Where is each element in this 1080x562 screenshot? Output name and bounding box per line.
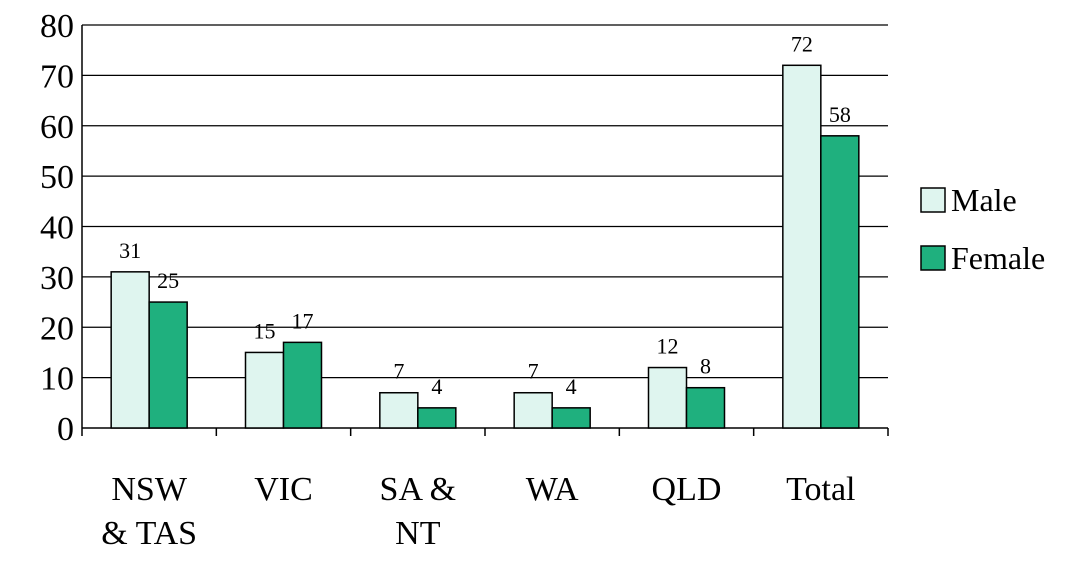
bar-female-5 xyxy=(820,135,860,429)
bars xyxy=(110,64,860,429)
y-tick-label-70: 70 xyxy=(40,58,74,95)
x-tick-label-line: & TAS xyxy=(101,515,197,552)
y-tick-label-0: 0 xyxy=(57,411,74,448)
y-tick-label-80: 80 xyxy=(40,8,74,45)
x-tick-label-line: SA & xyxy=(380,471,457,508)
data-label-male-1: 15 xyxy=(254,318,276,343)
x-tick-label-line: Total xyxy=(786,471,855,508)
x-tick-label-line: WA xyxy=(526,471,579,508)
legend-label-female: Female xyxy=(951,240,1045,276)
y-tick-label-20: 20 xyxy=(40,310,74,347)
axes: 0 10 20 30 40 50 60 70 80 NSW & TAS VIC SA & NT WA QLD T… xyxy=(40,8,889,552)
gridlines xyxy=(82,24,888,379)
data-label-female-1: 17 xyxy=(292,308,314,333)
data-label-male-3: 7 xyxy=(528,359,539,384)
data-label-male-0: 31 xyxy=(119,238,141,263)
y-tick-label-60: 60 xyxy=(40,109,74,146)
bar-female-2 xyxy=(417,407,457,429)
bar-male-3 xyxy=(513,391,553,429)
bar-female-0 xyxy=(148,301,188,429)
bar-female-1 xyxy=(282,341,323,429)
y-tick-label-30: 30 xyxy=(40,260,74,297)
x-tick-label-2: SA & NT xyxy=(380,471,457,552)
bar-female-4 xyxy=(685,386,726,429)
y-tick-label-10: 10 xyxy=(40,361,74,398)
bar-male-5 xyxy=(782,64,822,429)
data-label-female-3: 4 xyxy=(566,374,577,399)
y-tick-label-50: 50 xyxy=(40,159,74,196)
x-tick-label-line: NT xyxy=(395,515,441,552)
x-tick-label-0: NSW & TAS xyxy=(101,471,197,552)
bar-male-0 xyxy=(110,271,150,429)
x-tick-label-1: VIC xyxy=(254,471,313,508)
x-tick-label-line: QLD xyxy=(652,471,722,508)
x-tick-label-line: VIC xyxy=(254,471,313,508)
bar-male-2 xyxy=(379,391,419,429)
legend-swatch-female xyxy=(920,245,946,271)
data-label-male-2: 7 xyxy=(393,359,404,384)
bar-male-1 xyxy=(244,351,285,429)
x-tick-label-5: Total xyxy=(786,471,855,508)
legend-swatch-male xyxy=(920,187,946,213)
data-label-female-4: 8 xyxy=(700,354,711,379)
data-labels: 31 25 15 17 7 4 7 4 12 8 72 58 xyxy=(119,31,851,399)
x-tick-label-3: WA xyxy=(526,471,579,508)
x-tick-label-4: QLD xyxy=(652,471,722,508)
x-tick-label-line: NSW xyxy=(111,471,187,508)
legend-label-male: Male xyxy=(951,182,1017,218)
data-label-male-4: 12 xyxy=(657,334,679,359)
bar-male-4 xyxy=(647,366,688,429)
bar-female-3 xyxy=(551,407,591,429)
legend: Male Female xyxy=(920,182,1045,276)
data-label-female-0: 25 xyxy=(157,268,179,293)
data-label-female-2: 4 xyxy=(431,374,442,399)
data-label-male-5: 72 xyxy=(791,31,813,56)
data-label-female-5: 58 xyxy=(829,102,851,127)
y-tick-label-40: 40 xyxy=(40,210,74,247)
